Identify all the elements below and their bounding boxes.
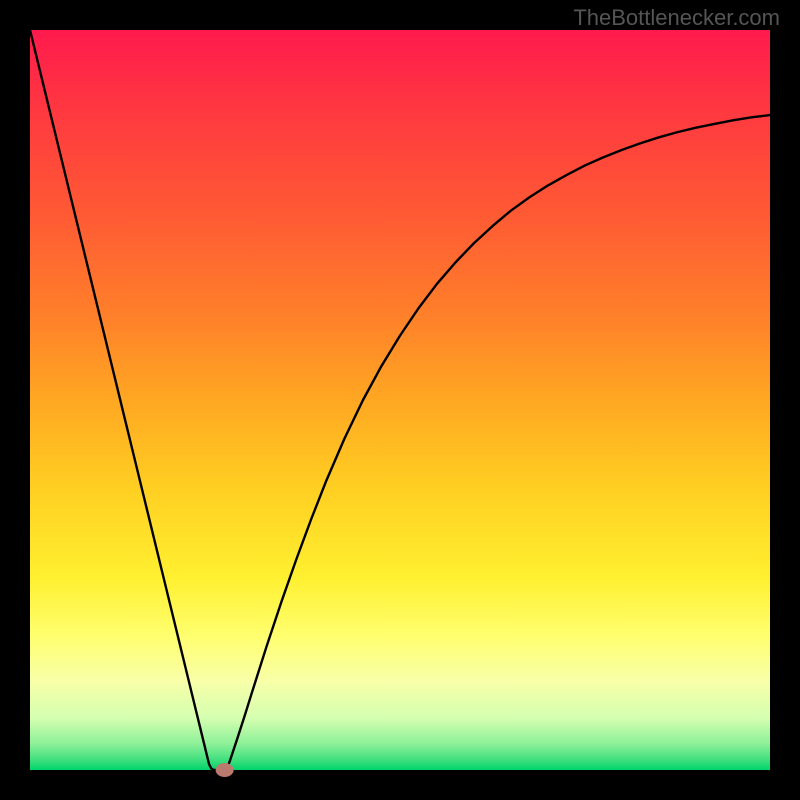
watermark-text: TheBottlenecker.com bbox=[573, 5, 780, 31]
chart-container: TheBottlenecker.com bbox=[0, 0, 800, 800]
chart-svg bbox=[0, 0, 800, 800]
bottleneck-curve bbox=[30, 30, 770, 770]
optimal-marker bbox=[216, 763, 234, 777]
